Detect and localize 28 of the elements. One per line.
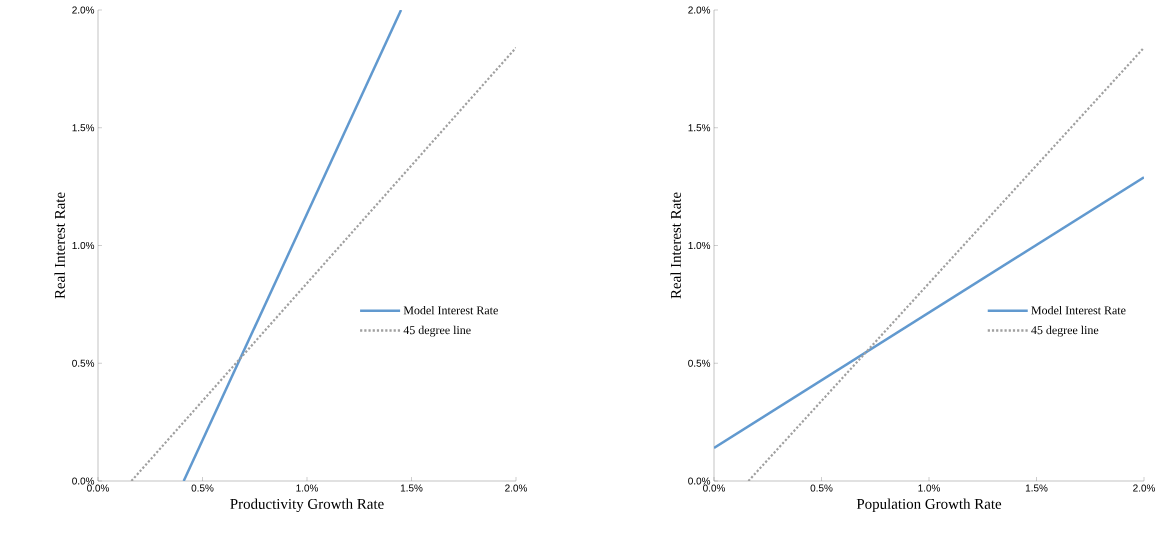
y-tick-label: 1.0% — [688, 241, 711, 250]
y-tick-label: 2.0% — [688, 6, 711, 14]
x-tick-label: 0.0% — [703, 484, 726, 492]
y-tick-label: 2.0% — [72, 6, 95, 14]
x-tick-label: 0.5% — [810, 484, 833, 492]
x-axis-title: Population Growth Rate — [856, 498, 1002, 512]
y-tick-label: 0.5% — [688, 359, 711, 367]
x-tick-label: 0.5% — [191, 484, 214, 492]
y-tick-label: 0.0% — [688, 477, 711, 485]
x-tick-label: 1.0% — [918, 484, 941, 492]
y-tick-label: 1.5% — [688, 124, 711, 132]
y-axis-title: Real Interest Rate — [54, 192, 65, 299]
x-tick-label: 1.0% — [296, 484, 319, 492]
y-tick-label: 1.0% — [72, 241, 95, 250]
y-tick-label: 0.5% — [72, 359, 95, 367]
x-tick-label: 1.5% — [1025, 484, 1048, 492]
x-tick-label: 0.0% — [87, 484, 110, 492]
x-tick-label: 2.0% — [1133, 484, 1156, 492]
legend-label: 45 degree line — [1031, 325, 1099, 337]
x-axis-title: Productivity Growth Rate — [230, 498, 384, 512]
x-tick-label: 1.5% — [400, 484, 423, 492]
x-tick-label: 2.0% — [505, 484, 528, 492]
legend-label: Model Interest Rate — [1031, 305, 1126, 315]
legend-label: 45 degree line — [403, 325, 471, 337]
legend-label: Model Interest Rate — [403, 305, 498, 315]
y-tick-label: 1.5% — [72, 124, 95, 132]
y-axis-title: Real Interest Rate — [670, 192, 681, 299]
y-tick-label: 0.0% — [72, 477, 95, 485]
